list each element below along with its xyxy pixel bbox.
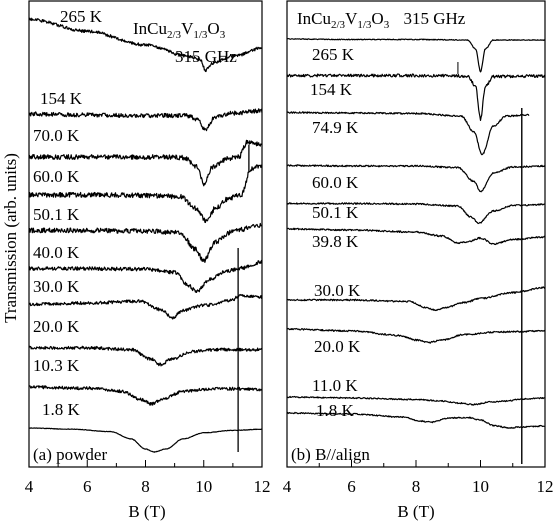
series-label-60-0-k: 60.0 K	[33, 167, 80, 186]
panel-a-x-ticks: 4 6 8 10 12	[25, 460, 271, 496]
x-tick-label: 8	[141, 477, 150, 496]
panel-b-b-align: 265 K 154 K 74.9 K 60.0 K 50.1 K 39.8 K 30.0 K…	[283, 0, 554, 496]
series-label-20-0-k: 20.0 K	[33, 317, 80, 336]
series-line-265-k	[28, 17, 263, 73]
series-line-39-8-k	[287, 227, 546, 246]
x-tick-label: 10	[195, 477, 212, 496]
x-tick-label: 10	[472, 477, 489, 496]
series-label-40-0-k: 40.0 K	[33, 243, 80, 262]
series-line-154-k	[28, 108, 263, 132]
series-line-154-k	[286, 73, 546, 121]
series-label-11-0-k: 11.0 K	[312, 376, 358, 395]
x-tick-label: 4	[283, 477, 292, 496]
panel-a-curve-labels: 265 K 154 K 70.0 K 60.0 K 50.1 K 40.0 K 30.0 K…	[33, 7, 103, 419]
series-line-1-8-k	[286, 411, 546, 429]
x-tick-label: 4	[25, 477, 34, 496]
series-line-40-0-k	[28, 259, 263, 293]
series-label-154-k: 154 K	[310, 80, 353, 99]
panel-b-title: InCu2/3V1/3O3 315 GHz	[297, 9, 466, 32]
series-label-50-1-k: 50.1 K	[33, 205, 80, 224]
series-line-60-0-k	[286, 164, 546, 193]
x-tick-label: 12	[537, 477, 554, 496]
panel-a-title: InCu2/3V1/3O3	[133, 19, 226, 41]
series-label-20-0-k: 20.0 K	[314, 337, 361, 356]
series-line-50-1-k	[28, 222, 263, 263]
series-line-265-k	[286, 38, 545, 73]
series-line-1-8-k	[28, 427, 263, 453]
series-label-70-0-k: 70.0 K	[33, 126, 80, 145]
x-tick-label: 12	[254, 477, 271, 496]
series-line-30-0-k	[286, 286, 546, 312]
x-tick-label: 6	[347, 477, 356, 496]
panel-b-label: (b) B//align	[291, 445, 370, 464]
series-line-50-1-k	[286, 202, 546, 225]
series-line-30-0-k	[28, 293, 263, 320]
series-line-70-0-k	[28, 139, 263, 187]
series-label-50-1-k: 50.1 K	[312, 203, 359, 222]
panel-b-x-axis-title: B (T)	[397, 502, 434, 521]
panel-a-frequency: 315 GHz	[175, 47, 237, 66]
series-label-265-k: 265 K	[60, 7, 103, 26]
series-label-60-0-k: 60.0 K	[312, 173, 359, 192]
panel-b-curves	[286, 38, 546, 464]
series-label-154-k: 154 K	[40, 89, 83, 108]
series-label-1-8-k: 1.8 K	[316, 401, 355, 420]
series-label-74-9-k: 74.9 K	[312, 118, 359, 137]
series-label-30-0-k: 30.0 K	[33, 277, 80, 296]
series-label-30-0-k: 30.0 K	[314, 281, 361, 300]
panel-a-x-axis-title: B (T)	[128, 502, 165, 521]
panel-b-x-ticks: 4 6 8 10 12	[283, 460, 554, 496]
panel-a-powder: 265 K 154 K 70.0 K 60.0 K 50.1 K 40.0 K 30.0 K…	[25, 0, 271, 496]
series-label-265-k: 265 K	[312, 45, 355, 64]
x-tick-label: 6	[83, 477, 92, 496]
series-line-20-0-k	[286, 327, 546, 344]
panel-a-curves	[28, 17, 263, 453]
series-line-10-3-k	[28, 385, 263, 406]
series-line-11-0-k	[286, 395, 546, 406]
series-line-74-9-k	[286, 111, 530, 156]
panel-b-curve-labels: 265 K 154 K 74.9 K 60.0 K 50.1 K 39.8 K 30.0 K…	[310, 45, 361, 420]
y-axis-title: Transmission (arb. units)	[1, 153, 20, 323]
panel-a-label: (a) powder	[33, 445, 107, 464]
series-label-1-8-k: 1.8 K	[42, 400, 81, 419]
x-tick-label: 8	[412, 477, 421, 496]
series-line-20-0-k	[28, 345, 263, 367]
series-line-60-0-k	[28, 164, 263, 224]
series-label-39-8-k: 39.8 K	[312, 232, 359, 251]
series-label-10-3-k: 10.3 K	[33, 356, 80, 375]
